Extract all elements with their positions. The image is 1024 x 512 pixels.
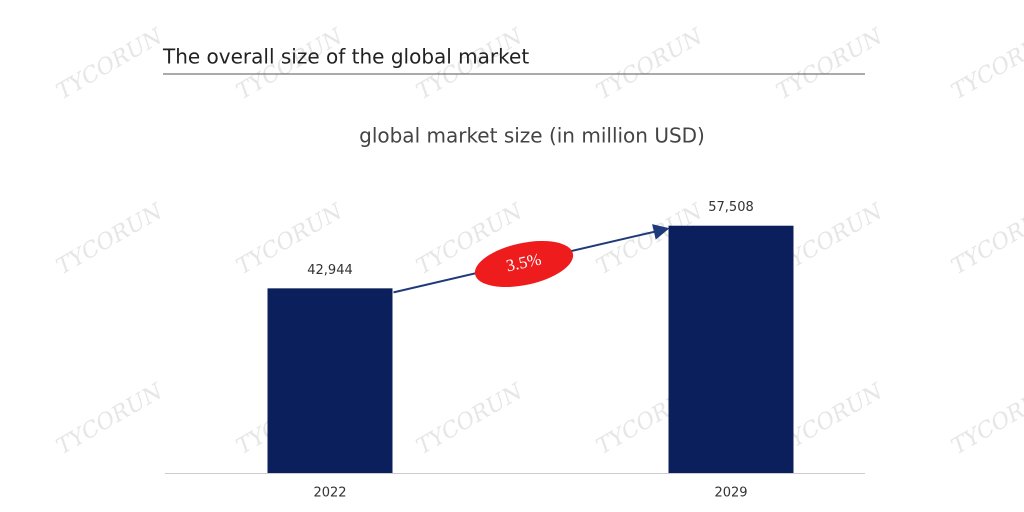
watermark: TYCORUN (947, 379, 1024, 460)
chart-title: global market size (in million USD) (359, 124, 705, 148)
bar (267, 288, 393, 473)
watermark: TYCORUN (592, 24, 707, 105)
watermark: TYCORUN (52, 199, 167, 280)
value-label: 42,944 (307, 263, 353, 278)
annotation-badge (474, 240, 574, 288)
watermark: TYCORUN (947, 24, 1024, 105)
page-heading: The overall size of the global market (162, 45, 529, 69)
watermark: TYCORUN (52, 24, 167, 105)
value-label: 57,508 (708, 200, 754, 215)
watermark: TYCORUN (772, 24, 887, 105)
x-tick-label: 2022 (313, 486, 346, 501)
watermark: TYCORUN (52, 379, 167, 460)
bar (668, 225, 794, 473)
watermark: TYCORUN (412, 379, 527, 460)
watermark: TYCORUN (947, 199, 1024, 280)
x-tick-label: 2029 (714, 486, 747, 501)
